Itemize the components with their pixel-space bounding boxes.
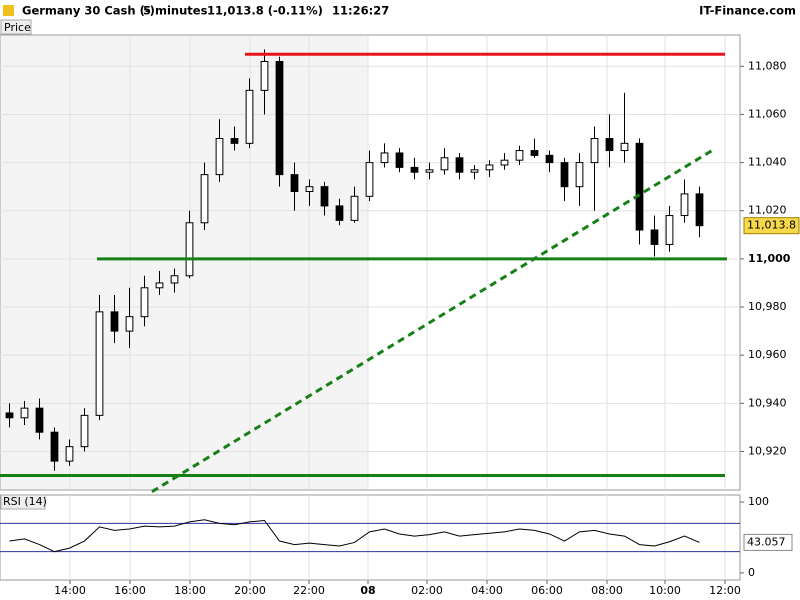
candle-body xyxy=(590,138,599,164)
candle-body xyxy=(530,150,539,156)
time: 11:26:27 xyxy=(332,4,389,18)
interval: 5 minutes xyxy=(143,4,208,18)
candle-body xyxy=(425,169,434,173)
rsi-line xyxy=(9,519,700,553)
candle-body xyxy=(200,174,209,224)
candle-body xyxy=(65,446,74,462)
y-tick-label: 11,000 xyxy=(748,252,791,265)
y-tick-label: 10,940 xyxy=(748,396,787,409)
candle-body xyxy=(170,275,179,284)
candle-body xyxy=(140,287,149,318)
candle-body xyxy=(410,166,419,173)
candle-body xyxy=(680,193,689,217)
last-price-label: 11,013.8 xyxy=(747,219,796,232)
candle-body xyxy=(470,169,479,173)
candle-body xyxy=(245,89,254,144)
candle-body xyxy=(50,431,59,462)
quote: 11,013.8 (-0.11%) xyxy=(207,4,323,18)
x-tick-label: 08 xyxy=(360,584,375,597)
candle-body xyxy=(275,60,284,176)
panel-title: Price xyxy=(4,21,31,34)
x-tick-label: 04:00 xyxy=(471,584,503,597)
x-tick-label: 14:00 xyxy=(54,584,86,597)
candle-body xyxy=(650,229,659,245)
y-tick-label: 11,080 xyxy=(748,59,787,72)
candle-body xyxy=(305,186,314,192)
candle-body xyxy=(395,152,404,168)
rsi-panel xyxy=(0,494,741,581)
x-tick-label: 10:00 xyxy=(649,584,681,597)
candle-body xyxy=(20,407,29,419)
candle-body xyxy=(365,162,374,197)
candle-body xyxy=(500,159,509,166)
candle-body xyxy=(545,154,554,164)
rsi-value-label: 43.057 xyxy=(747,535,786,548)
candle-body xyxy=(5,412,14,419)
candle-body xyxy=(335,205,344,221)
candle-body xyxy=(290,174,299,192)
candle-body xyxy=(455,157,464,173)
candle-body xyxy=(125,316,134,332)
y-tick-label: 11,040 xyxy=(748,156,787,169)
panel-label-box xyxy=(0,494,46,510)
x-tick-label: 08:00 xyxy=(591,584,623,597)
candle-body xyxy=(155,282,164,289)
brand: IT-Finance.com xyxy=(699,4,796,18)
x-tick-label: 16:00 xyxy=(114,584,146,597)
y-tick-label: 10,920 xyxy=(748,444,787,457)
candle-body xyxy=(635,142,644,231)
x-tick-label: 20:00 xyxy=(234,584,266,597)
candle-body xyxy=(110,311,119,332)
candle-body xyxy=(215,138,224,176)
candle-body xyxy=(515,150,524,161)
icon xyxy=(3,5,14,16)
y-tick-label: 0 xyxy=(748,566,755,579)
x-tick-label: 12:00 xyxy=(709,584,741,597)
session-shade xyxy=(1,36,368,489)
candle-body xyxy=(380,152,389,164)
panel-label-box xyxy=(0,19,32,35)
instrument: Germany 30 Cash (-) xyxy=(22,4,155,18)
x-tick-label: 06:00 xyxy=(531,584,563,597)
candle-body xyxy=(35,407,44,433)
y-tick-label: 11,060 xyxy=(748,107,787,120)
candle-body xyxy=(665,215,674,245)
panel-title: RSI (14) xyxy=(3,495,47,508)
rsi-value-box xyxy=(743,533,793,551)
candle-body xyxy=(605,138,614,152)
candle-body xyxy=(485,164,494,171)
candle-body xyxy=(185,222,194,277)
x-tick-label: 22:00 xyxy=(293,584,325,597)
candle-body xyxy=(260,60,269,91)
candle-body xyxy=(95,311,104,416)
y-tick-label: 11,020 xyxy=(748,204,787,217)
candle-body xyxy=(620,142,629,152)
candle-body xyxy=(80,414,89,448)
candle-body xyxy=(230,138,239,144)
x-tick-label: 02:00 xyxy=(411,584,443,597)
last-price-box xyxy=(743,217,800,235)
drawn-line xyxy=(151,149,713,493)
candle-body xyxy=(560,162,569,188)
candle-body xyxy=(695,193,704,227)
y-tick-label: 100 xyxy=(748,495,769,508)
x-tick-label: 18:00 xyxy=(174,584,206,597)
candle-body xyxy=(575,162,584,188)
y-tick-label: 10,960 xyxy=(748,348,787,361)
candle-body xyxy=(350,195,359,221)
y-tick-label: 10,980 xyxy=(748,300,787,313)
candle-body xyxy=(440,157,449,171)
candle-body xyxy=(320,186,329,207)
